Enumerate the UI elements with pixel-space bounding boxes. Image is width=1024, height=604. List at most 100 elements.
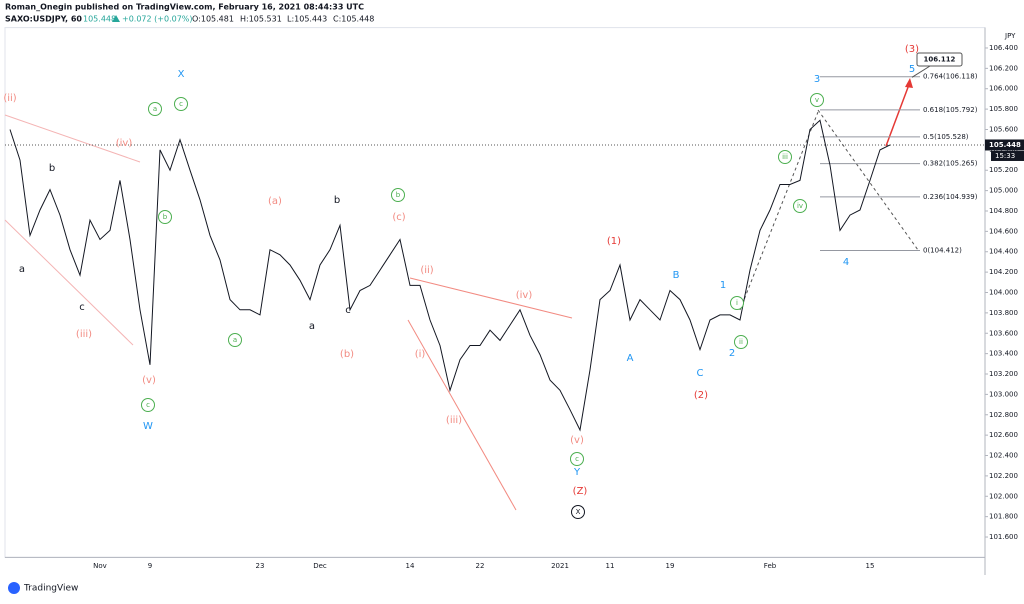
wave-label: b (334, 195, 340, 206)
target-box (916, 52, 963, 67)
target-label: 106.112 (924, 56, 956, 64)
wave-label: iv (797, 202, 803, 210)
wave-circle (228, 333, 242, 347)
x-tick-label: 19 (666, 562, 675, 570)
symbol: SAXO:USDJPY, 60 (5, 15, 82, 24)
wave-label: (b) (340, 349, 354, 360)
y-tick-label: 102.400 (989, 452, 1018, 460)
wave-circle (158, 210, 172, 224)
y-tick-label: 101.800 (989, 513, 1018, 521)
wave-label: Y (573, 467, 581, 478)
trendline (407, 319, 517, 511)
y-tick-label: 103.800 (989, 309, 1018, 317)
trendline (409, 277, 573, 319)
wave-label: (i) (415, 349, 426, 360)
wave-label: ii (739, 338, 743, 346)
y-tick-label: 105.600 (989, 125, 1018, 133)
y-tick-label: 103.400 (989, 350, 1018, 358)
wave-label: v (815, 96, 819, 104)
y-tick-label: 106.000 (989, 85, 1018, 93)
wave-label: b (163, 213, 168, 221)
wave-label: (iii) (76, 329, 92, 340)
x-tick-label: 14 (406, 562, 415, 570)
x-tick-label: 15 (866, 562, 875, 570)
y-tick-label: 104.000 (989, 289, 1018, 297)
wave-label: 3 (814, 74, 820, 85)
last-price-box (985, 139, 1024, 151)
wave-label: i (736, 299, 738, 307)
y-tick-label: 105.000 (989, 187, 1018, 195)
wave-label: 1 (720, 280, 726, 291)
fib-label: 0(104.412) (923, 247, 962, 255)
wave-circle (174, 97, 188, 111)
y-tick-label: 102.000 (989, 492, 1018, 500)
wave-label: (v) (142, 375, 156, 386)
y-tick-label: 102.800 (989, 411, 1018, 419)
ohlc: L:105.443 (287, 15, 327, 24)
wave-label: (ii) (3, 93, 16, 104)
arrow-head (905, 78, 913, 88)
wave-label: (c) (392, 212, 405, 223)
wave-circle (810, 93, 824, 107)
y-tick-label: 105.800 (989, 105, 1018, 113)
logo (8, 582, 20, 594)
x-tick-label: 9 (148, 562, 152, 570)
x-tick-label: 2021 (551, 562, 569, 570)
x-tick-label: Nov (93, 562, 107, 570)
wave-label: (a) (268, 196, 282, 207)
y-tick-label: 101.600 (989, 533, 1018, 541)
wave-label: (iii) (446, 415, 462, 426)
y-tick-label: 105.200 (989, 166, 1018, 174)
wave-label: a (19, 264, 25, 275)
dashed-line (817, 109, 919, 251)
wave-label: B (673, 270, 680, 281)
wave-label: c (345, 305, 351, 316)
publisher: Roman_Onegin published on TradingView.co… (5, 3, 364, 12)
change: +0.072 (+0.07%) (122, 15, 193, 24)
fib-label: 0.618(105.792) (923, 106, 978, 114)
wave-label: c (146, 401, 150, 409)
fib-label: 0.764(106.118) (923, 73, 978, 81)
wave-label: (iv) (516, 290, 533, 301)
up-icon (112, 15, 120, 22)
wave-label: c (79, 302, 85, 313)
wave-label: c (179, 100, 183, 108)
projection-arrow (885, 81, 911, 147)
y-tick-label: 102.200 (989, 472, 1018, 480)
wave-circle (778, 150, 792, 164)
y-tick-label: 106.200 (989, 64, 1018, 72)
y-tick-label: 103.000 (989, 390, 1018, 398)
wave-label: (1) (607, 236, 621, 247)
wave-circle (793, 199, 807, 213)
ohlc: H:105.531 (240, 15, 282, 24)
x-tick-label: Dec (313, 562, 327, 570)
wave-circle (571, 505, 585, 519)
wave-label: c (575, 455, 579, 463)
fib-label: 0.382(105.265) (923, 160, 978, 168)
y-tick-label: 104.800 (989, 207, 1018, 215)
wave-circle (730, 296, 744, 310)
wave-label: W (143, 421, 153, 432)
wave-label: a (153, 105, 157, 113)
y-tick-label: 103.200 (989, 370, 1018, 378)
target-pointer (911, 65, 931, 78)
y-tick-label: 104.200 (989, 268, 1018, 276)
x-tick-label: 23 (256, 562, 265, 570)
y-unit: JPY (1004, 32, 1016, 40)
wave-label: iii (782, 153, 788, 161)
trendline (4, 219, 134, 346)
x-tick-label: Feb (764, 562, 777, 570)
wave-circle (734, 335, 748, 349)
last: 105.448 (83, 15, 116, 24)
wave-label: a (233, 336, 237, 344)
wave-label: (iv) (116, 138, 133, 149)
wave-label: A (627, 353, 634, 364)
trendline (4, 114, 141, 163)
wave-label: C (697, 368, 704, 379)
wave-label: (2) (694, 390, 708, 401)
wave-label: (Z) (573, 486, 588, 497)
countdown: 15:33 (995, 152, 1015, 160)
wave-label: X (576, 508, 581, 516)
wave-label: X (178, 69, 185, 80)
